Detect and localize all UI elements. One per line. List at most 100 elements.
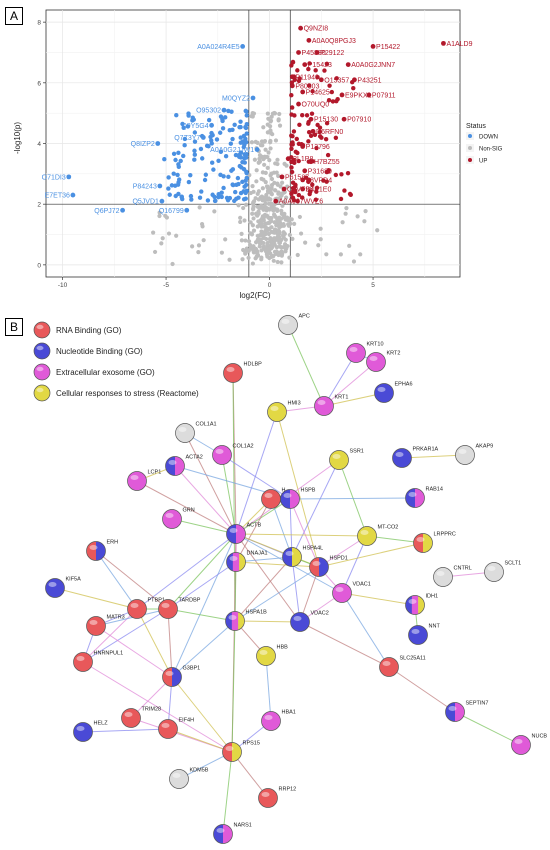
network-node[interactable]: KDM5B [169,768,209,789]
point-nonsig [362,219,367,224]
network-node[interactable]: CNTRL [433,566,472,587]
network-node[interactable]: VDAC2 [290,611,329,632]
network-node[interactable]: HSPA1B [225,610,268,631]
network-node[interactable]: KRT2 [366,351,401,372]
network-node[interactable]: IDH1 [405,594,439,615]
network-node[interactable]: SCLT1 [484,561,522,582]
point-up [297,122,302,127]
network-node[interactable]: SLC25A11 [379,656,426,677]
network-node[interactable]: SEPTIN7 [445,701,489,722]
network-node[interactable]: KRT10 [346,342,384,363]
point-label: H7BZ55 [314,159,340,166]
point-nonsig [259,221,264,226]
point-nonsig [281,244,286,250]
point-label: Q9NZI8 [304,26,329,33]
point-label: P11940 [295,74,319,81]
point-up [289,112,294,117]
node-highlight [226,367,235,372]
network-node[interactable]: LCP1 [127,470,162,491]
point-nonsig [268,140,273,145]
network-node[interactable]: HNRNPUL1 [73,651,124,672]
node-label: HBA1 [282,710,296,716]
network-node[interactable]: GRN [162,508,195,529]
network-node[interactable]: RAB14 [405,487,443,508]
point-down [214,137,220,142]
point-up [339,172,344,177]
point-nonsig [271,258,276,263]
labeled-point [200,135,206,140]
node-highlight [281,319,290,324]
node-highlight [89,620,98,625]
node-highlight [332,454,341,459]
network-node[interactable]: HMI3 [267,401,301,422]
network-node[interactable]: NUCB [511,734,548,755]
network-node[interactable]: HBB [256,645,289,666]
labeled-point [302,62,308,68]
point-nonsig [276,252,281,258]
point-nonsig [275,157,280,162]
point-nonsig [340,220,345,225]
network-node[interactable]: ACTB [226,523,262,544]
network-node[interactable]: ACTA2 [165,455,203,476]
point-down [206,144,211,149]
node-circle [329,450,349,470]
node-circle [73,652,93,672]
network-node[interactable]: TARDBP [158,598,201,619]
network-node[interactable]: NARS1 [213,823,252,844]
network-node[interactable]: HSPA4L [282,546,324,567]
network-node[interactable]: LRPPRC [413,532,456,553]
node-highlight [270,406,279,411]
point-nonsig [248,220,253,225]
node-label: LCP1 [148,470,162,476]
network-node[interactable]: COL1A1 [175,422,217,443]
network-node[interactable]: HSPD1 [309,556,348,577]
point-nonsig [157,213,162,219]
node-label: KRT1 [335,395,349,401]
point-down [238,119,243,124]
node-outline [162,667,182,687]
network-node[interactable]: ERH [86,540,119,561]
network-node[interactable]: AKAP9 [455,444,494,465]
network-node[interactable]: G3BP1 [162,666,201,687]
network-node[interactable]: HELZ [73,721,109,742]
network-edge [167,533,237,610]
network-node[interactable]: KIF5A [45,577,82,598]
network-node[interactable]: EPHA6 [374,382,413,403]
x-tick-label: 0 [268,282,272,289]
point-nonsig [286,223,291,228]
network-node[interactable]: H [261,488,286,509]
point-down [182,136,188,142]
network-node[interactable]: HDLBP [223,362,263,383]
node-highlight [458,449,467,454]
network-node[interactable]: TRIM28 [121,707,162,728]
point-label: Q9Y5G4 [181,123,208,130]
point-label: P07910 [347,117,371,124]
network-node[interactable]: RRP12 [258,787,297,808]
point-up [310,89,315,94]
point-up [326,97,332,103]
point-down [167,192,172,197]
point-down [240,179,245,185]
network-node[interactable]: DNAJA1 [226,551,268,572]
network-node[interactable]: VDAC1 [332,582,371,603]
point-nonsig [267,226,272,231]
network-node[interactable]: RPS15 [222,741,260,762]
network-node[interactable]: MT-CO2 [357,525,399,546]
network-node[interactable]: MATR3 [86,615,125,636]
point-nonsig [276,173,281,179]
network-node[interactable]: NNT [408,624,441,645]
point-nonsig [260,186,265,191]
network-node[interactable]: APC [278,314,310,335]
network-node[interactable]: HBA1 [261,710,296,731]
node-circle [86,616,106,636]
network-node[interactable]: PRKAR1A [392,447,439,468]
network-node[interactable]: KRT1 [314,395,349,416]
network-node[interactable]: COL1A2 [212,444,254,465]
point-label: Q5JVD1 [132,199,159,206]
network-node[interactable]: PTBP1 [127,598,165,619]
point-down [197,195,203,200]
network-node[interactable]: EIF4H [158,718,195,739]
point-nonsig [266,215,271,220]
labeled-point [221,107,227,113]
network-node[interactable]: SSR1 [329,449,364,470]
